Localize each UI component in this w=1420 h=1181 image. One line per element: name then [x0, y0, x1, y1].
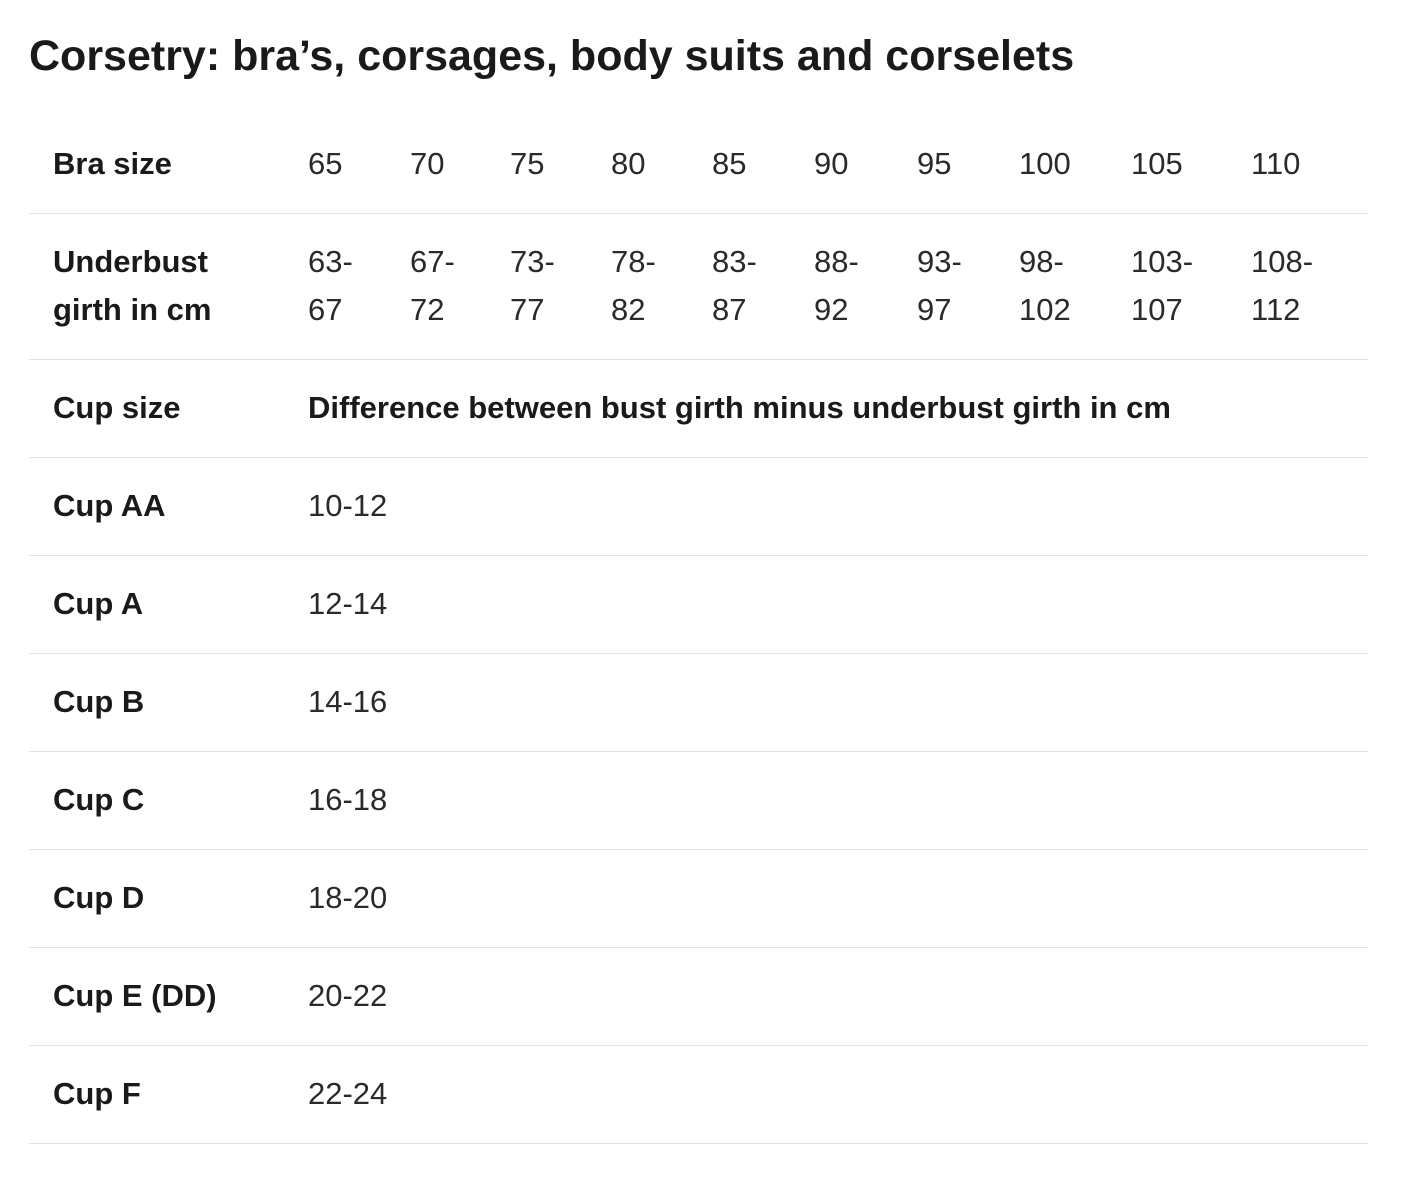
cup-range: 16-18 — [308, 751, 1368, 850]
underbust-value-top: 108- — [1251, 244, 1314, 279]
underbust-label-line: Underbust — [53, 244, 208, 279]
underbust-value: 63- 67 — [308, 213, 410, 360]
underbust-value-top: 83- — [712, 244, 757, 279]
underbust-value-bottom: 82 — [611, 292, 646, 327]
cup-label: Cup AA — [29, 457, 308, 556]
size-chart-table: Bra size 65 70 75 80 85 90 95 100 105 11… — [29, 116, 1368, 1144]
underbust-value: 88- 92 — [814, 213, 917, 360]
cup-range: 20-22 — [308, 947, 1368, 1046]
cup-label: Cup B — [29, 653, 308, 752]
underbust-value-top: 98- — [1019, 244, 1064, 279]
bra-size-value: 90 — [814, 116, 917, 214]
underbust-value: 83- 87 — [712, 213, 814, 360]
cup-range: 12-14 — [308, 555, 1368, 654]
cup-size-header-row: Cup size Difference between bust girth m… — [29, 359, 1368, 458]
underbust-value: 98- 102 — [1019, 213, 1131, 360]
underbust-label: Underbust girth in cm — [29, 213, 308, 360]
cup-label: Cup A — [29, 555, 308, 654]
cup-row: Cup D 18-20 — [29, 849, 1368, 948]
underbust-value-top: 78- — [611, 244, 656, 279]
cup-range: 18-20 — [308, 849, 1368, 948]
underbust-value-top: 88- — [814, 244, 859, 279]
underbust-row: Underbust girth in cm 63- 67 67- 72 73- 77 … — [29, 213, 1368, 360]
underbust-value-bottom: 107 — [1131, 292, 1183, 327]
underbust-label-line: girth in cm — [53, 292, 212, 327]
bra-size-row: Bra size 65 70 75 80 85 90 95 100 105 11… — [29, 116, 1368, 214]
underbust-value-bottom: 92 — [814, 292, 849, 327]
bra-size-value: 70 — [410, 116, 510, 214]
underbust-value-bottom: 72 — [410, 292, 445, 327]
cup-row: Cup A 12-14 — [29, 555, 1368, 654]
bra-size-value: 80 — [611, 116, 712, 214]
underbust-value-bottom: 77 — [510, 292, 545, 327]
underbust-value: 93- 97 — [917, 213, 1019, 360]
bra-size-value: 85 — [712, 116, 814, 214]
underbust-value-top: 93- — [917, 244, 962, 279]
underbust-value: 108- 112 — [1251, 213, 1368, 360]
underbust-value-bottom: 102 — [1019, 292, 1071, 327]
cup-range: 14-16 — [308, 653, 1368, 752]
bra-size-label: Bra size — [29, 116, 308, 214]
cup-size-description: Difference between bust girth minus unde… — [308, 359, 1368, 458]
underbust-value-bottom: 87 — [712, 292, 747, 327]
underbust-value-top: 63- — [308, 244, 353, 279]
underbust-value: 67- 72 — [410, 213, 510, 360]
underbust-value: 103- 107 — [1131, 213, 1251, 360]
cup-range: 22-24 — [308, 1045, 1368, 1144]
underbust-value-bottom: 67 — [308, 292, 343, 327]
bra-size-value: 110 — [1251, 116, 1368, 214]
cup-label: Cup C — [29, 751, 308, 850]
cup-row: Cup F 22-24 — [29, 1045, 1368, 1144]
cup-label: Cup E (DD) — [29, 947, 308, 1046]
cup-row: Cup AA 10-12 — [29, 457, 1368, 556]
cup-row: Cup C 16-18 — [29, 751, 1368, 850]
underbust-value-bottom: 97 — [917, 292, 952, 327]
cup-label: Cup F — [29, 1045, 308, 1144]
bra-size-value: 65 — [308, 116, 410, 214]
underbust-value-top: 103- — [1131, 244, 1194, 279]
cup-range: 10-12 — [308, 457, 1368, 556]
page-title: Corsetry: bra’s, corsages, body suits an… — [29, 32, 1075, 80]
bra-size-value: 105 — [1131, 116, 1251, 214]
underbust-value: 73- 77 — [510, 213, 611, 360]
underbust-value-top: 73- — [510, 244, 555, 279]
underbust-value: 78- 82 — [611, 213, 712, 360]
cup-row: Cup B 14-16 — [29, 653, 1368, 752]
cup-size-label: Cup size — [29, 359, 308, 458]
bra-size-value: 75 — [510, 116, 611, 214]
bra-size-value: 95 — [917, 116, 1019, 214]
underbust-value-bottom: 112 — [1251, 292, 1301, 327]
underbust-value-top: 67- — [410, 244, 455, 279]
bra-size-value: 100 — [1019, 116, 1131, 214]
cup-label: Cup D — [29, 849, 308, 948]
cup-row: Cup E (DD) 20-22 — [29, 947, 1368, 1046]
